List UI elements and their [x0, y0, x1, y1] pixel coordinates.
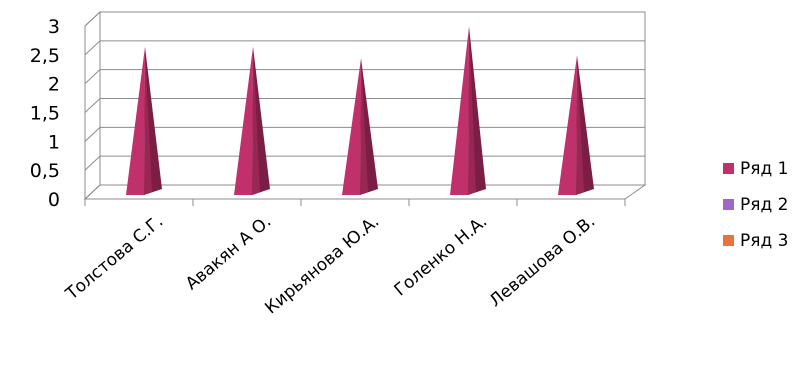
bar-face-front — [126, 46, 145, 196]
bar — [558, 55, 594, 195]
bar — [342, 58, 378, 195]
x-axis-category-labels: Толстова С.Г. Авакян А О.Кирьянова Ю.А. Го… — [62, 212, 600, 319]
legend-swatch — [723, 235, 734, 246]
gridline-side — [84, 98, 101, 113]
gridline-side — [84, 11, 101, 27]
category-label: Толстова С.Г. — [62, 212, 168, 305]
legend-swatch — [723, 199, 734, 210]
category-label: Кирьянова Ю.А. — [261, 212, 383, 319]
y-tick-label: 1 — [48, 131, 60, 153]
y-tick-label: 2,5 — [30, 45, 60, 67]
bar — [126, 46, 162, 196]
y-tick-label: 1,5 — [30, 103, 60, 125]
bar-face-mid — [252, 46, 260, 196]
gridline-side — [84, 155, 101, 171]
legend-label: Ряд 1 — [740, 159, 788, 179]
bar-face-mid — [360, 58, 368, 195]
y-tick-label: 0,5 — [30, 160, 60, 182]
y-tick-label: 3 — [48, 16, 60, 38]
legend: Ряд 1 Ряд 2 Ряд 3 — [723, 159, 788, 251]
bar-face-mid — [144, 46, 152, 196]
bars — [126, 26, 594, 196]
gridline-side — [84, 69, 101, 85]
y-axis-tick-labels: 0 0,5 1 1,5 2 2,5 3 — [30, 16, 60, 211]
category-label: Голенко Н.А. — [391, 212, 492, 301]
gridline-side — [84, 184, 101, 200]
legend-swatch — [723, 163, 734, 174]
category-label: Левашова О.В. — [486, 212, 599, 312]
bar-face-front — [558, 55, 577, 195]
y-tick-label: 2 — [48, 74, 60, 96]
bar — [450, 26, 486, 196]
gridline-side — [84, 126, 101, 142]
bar-face-mid — [468, 26, 476, 196]
legend-label: Ряд 2 — [740, 195, 788, 215]
category-label: Авакян А О. — [182, 212, 275, 295]
bar — [234, 46, 270, 196]
legend-label: Ряд 3 — [740, 231, 788, 251]
bar-face-mid — [576, 55, 584, 195]
y-tick-label: 0 — [48, 189, 60, 211]
gridline-side — [84, 40, 101, 56]
bar-face-front — [234, 46, 253, 196]
bar-face-front — [342, 58, 361, 195]
bar-face-front — [450, 26, 469, 196]
